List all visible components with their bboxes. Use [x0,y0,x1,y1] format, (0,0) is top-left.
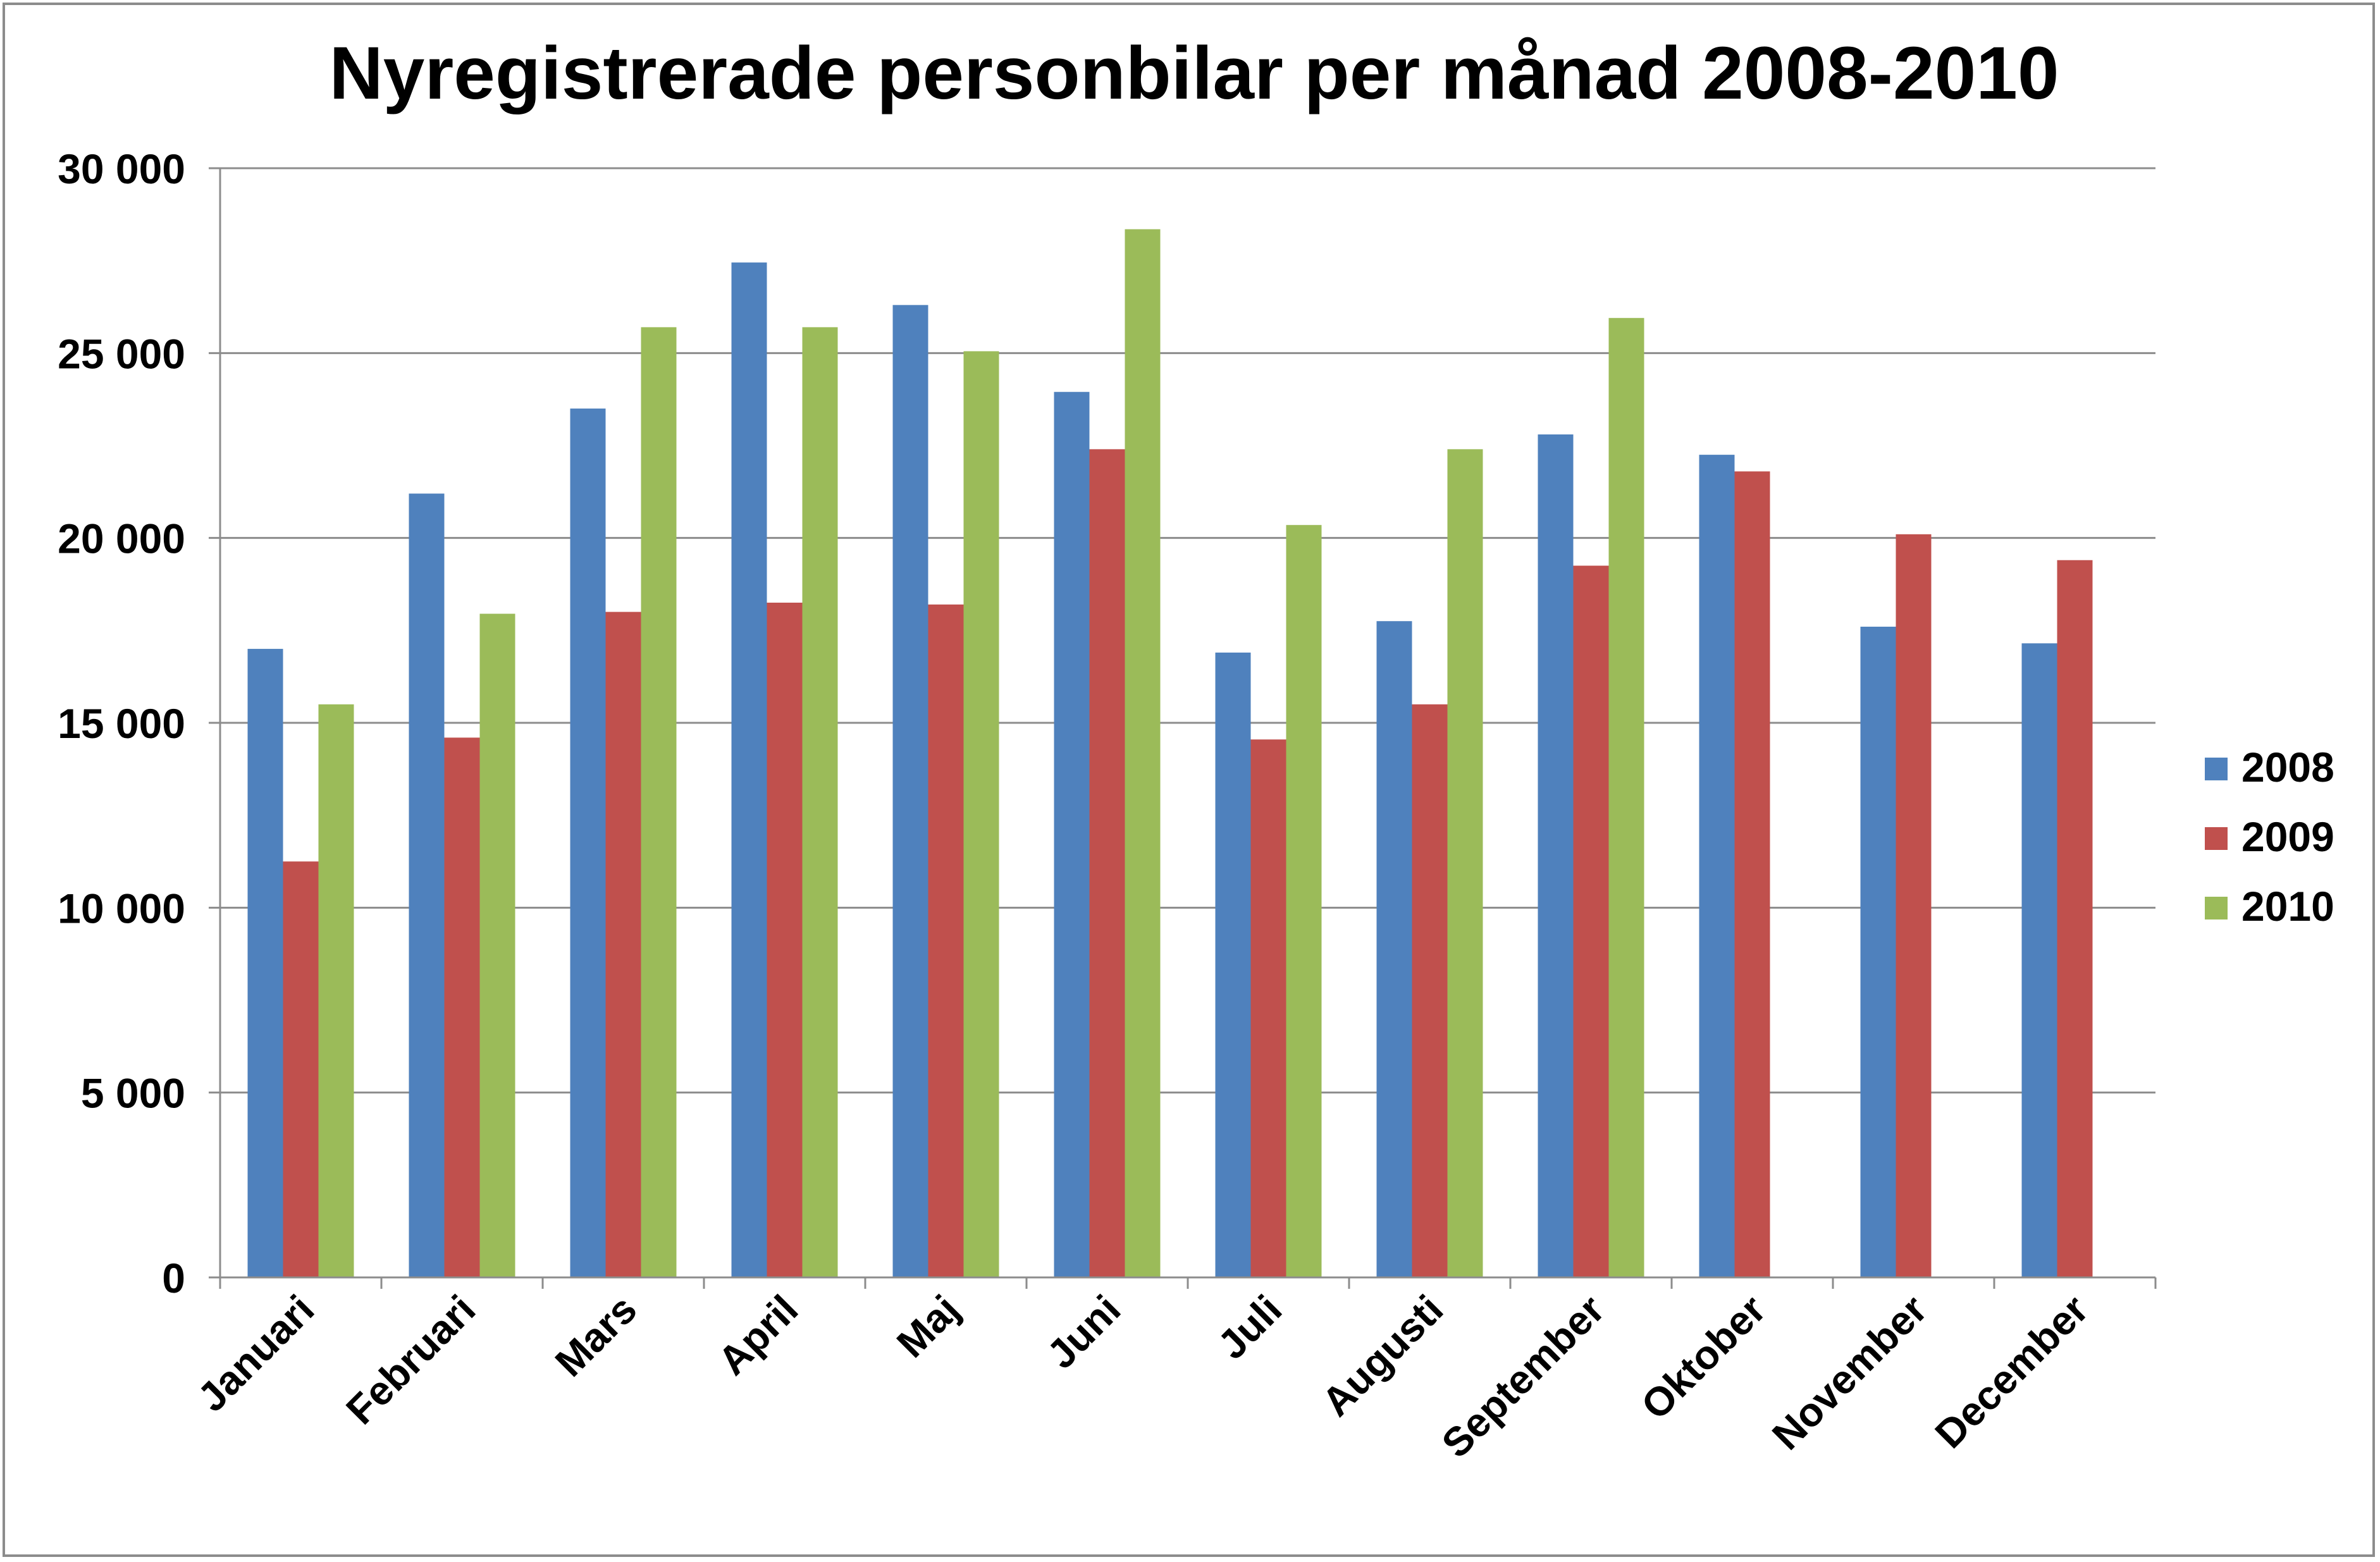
bar-2008-mars [570,409,606,1277]
bar-2010-april [802,327,838,1277]
bars [247,229,2093,1278]
legend-label-2009: 2009 [2241,813,2334,860]
bar-2009-april [767,602,803,1277]
y-tick-label: 15 000 [58,700,185,747]
x-tick-label: September [1433,1286,1613,1467]
x-tick-label: Februari [337,1286,484,1433]
x-tick-label: Januari [189,1286,323,1420]
bar-2008-maj [892,305,928,1277]
bar-2009-juli [1250,739,1286,1277]
x-tick-label: Augusti [1313,1286,1452,1425]
bar-2010-september [1608,317,1644,1277]
bar-2009-december [2057,560,2093,1278]
bar-2009-maj [928,604,964,1277]
bar-2008-december [2021,643,2057,1277]
bar-2009-februari [444,737,480,1277]
legend-swatch-2008 [2205,758,2228,780]
bar-2010-juli [1286,525,1322,1277]
legend-label-2008: 2008 [2241,744,2334,790]
y-tick-label: 20 000 [58,515,185,562]
x-axis-tick-labels: Januari Februari Mars April Maj Juni Juli Augus… [189,1286,2097,1467]
x-tick-label: Juni [1038,1286,1129,1377]
bar-2009-juni [1089,449,1125,1277]
legend-swatch-2010 [2205,897,2228,919]
bar-2010-augusti [1447,449,1483,1277]
bar-2010-januari [318,704,354,1277]
bar-2008-oktober [1699,455,1735,1277]
gridlines [220,167,2155,1094]
x-tick-label: April [709,1286,806,1384]
axes [209,167,2157,1289]
x-tick-label: Juli [1209,1286,1291,1368]
bar-2008-februari [409,493,445,1278]
chart-title: Nyregistrerade personbilar per månad 200… [330,32,2059,115]
bar-2009-mars [605,612,641,1277]
y-tick-label: 25 000 [58,330,185,377]
y-tick-label: 30 000 [58,145,185,192]
legend-swatch-2009 [2205,827,2228,850]
bar-2010-juni [1125,229,1161,1278]
bar-2008-september [1538,434,1574,1278]
chart-frame: Nyregistrerade personbilar per månad 200… [3,3,2375,1557]
bar-2008-januari [247,649,283,1277]
legend-label-2010: 2010 [2241,883,2334,930]
bar-2008-juli [1215,652,1251,1277]
bar-2008-juni [1054,391,1090,1277]
bar-2010-februari [479,613,515,1277]
bar-2009-november [1896,534,1932,1277]
legend: 2008 2009 2010 [2205,744,2334,930]
y-tick-label: 5 000 [81,1070,185,1117]
bar-2009-september [1573,565,1609,1278]
y-tick-label: 0 [162,1255,185,1301]
x-tick-label: Maj [888,1286,968,1366]
bar-2008-april [731,262,767,1278]
bar-2010-maj [963,351,999,1278]
x-tick-label: Mars [546,1286,646,1386]
bar-2009-augusti [1412,704,1448,1277]
bar-2009-oktober [1734,471,1770,1277]
x-tick-label: November [1763,1286,1935,1458]
bar-2008-november [1860,626,1896,1277]
y-tick-label: 10 000 [58,885,185,932]
x-tick-label: Oktober [1632,1286,1774,1428]
bar-2010-mars [641,327,677,1277]
bar-2009-januari [283,861,319,1277]
bar-2008-augusti [1376,621,1412,1277]
y-axis-tick-labels: 0 5 000 10 000 15 000 20 000 25 000 30 000 [58,145,185,1301]
chart: Nyregistrerade personbilar per månad 200… [58,32,2334,1467]
x-tick-label: December [1927,1286,2097,1457]
